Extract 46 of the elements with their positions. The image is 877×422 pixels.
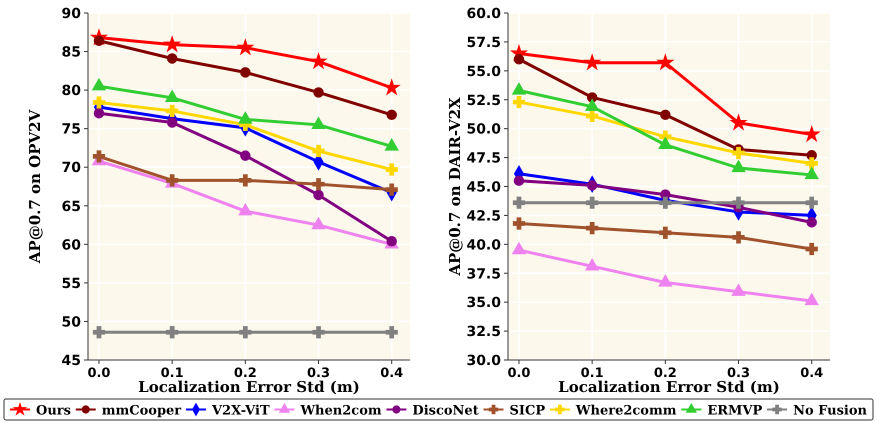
y-tick-label: 45.0 <box>466 180 502 196</box>
y-axis-title: AP@0.7 on OPV2V <box>26 109 44 264</box>
legend-label: ERMVP <box>707 404 762 418</box>
y-tick-label: 50 <box>62 314 82 330</box>
y-tick-label: 65 <box>62 198 81 215</box>
x-tick-label: 0.0 <box>507 366 530 381</box>
y-tick-label: 80 <box>62 83 82 100</box>
x-axis-title: Localization Error Std (m) <box>138 378 360 396</box>
legend-label: V2X-ViT <box>210 404 270 418</box>
x-tick-label: 0.1 <box>160 366 184 381</box>
y-tick-label: 60.0 <box>466 6 502 22</box>
x-tick-label: 0.3 <box>727 366 750 381</box>
x-tick-label: 0.4 <box>800 366 824 381</box>
y-tick-label: 40.0 <box>466 237 502 254</box>
y-tick-label: 60 <box>62 237 82 254</box>
y-tick-label: 52.5 <box>466 92 501 109</box>
legend-label: No Fusion <box>793 404 868 418</box>
y-tick-label: 55.0 <box>466 64 502 80</box>
y-tick-label: 90 <box>62 6 82 22</box>
y-tick-label: 30.0 <box>466 353 502 369</box>
y-tick-label: 47.5 <box>466 150 501 167</box>
x-tick-label: 0.3 <box>307 366 330 381</box>
x-tick-label: 0.2 <box>654 366 677 381</box>
legend-label: mmCooper <box>102 404 182 418</box>
x-tick-label: 0.0 <box>87 366 110 381</box>
y-tick-label: 50.0 <box>466 122 502 138</box>
y-tick-label: 37.5 <box>466 266 501 282</box>
legend-label: SICP <box>510 404 546 418</box>
x-tick-label: 0.4 <box>380 366 404 381</box>
y-axis-title: AP@0.7 on DAIR-V2X <box>446 96 464 277</box>
y-tick-label: 35.0 <box>466 295 502 312</box>
legend-label: Ours <box>36 404 71 418</box>
y-tick-label: 85 <box>62 44 81 61</box>
y-tick-label: 75 <box>62 122 81 138</box>
legend-label: Where2comm <box>574 404 677 418</box>
y-tick-label: 42.5 <box>466 208 501 224</box>
y-tick-label: 57.5 <box>466 34 501 51</box>
x-axis-title: Localization Error Std (m) <box>558 378 780 396</box>
y-tick-label: 55 <box>62 276 81 292</box>
x-tick-label: 0.1 <box>580 366 604 381</box>
y-tick-label: 70 <box>62 160 82 176</box>
legend-label: DiscoNet <box>412 404 479 418</box>
x-tick-label: 0.2 <box>234 366 257 381</box>
legend-label: When2com <box>299 404 382 418</box>
y-tick-label: 45 <box>62 353 81 369</box>
y-tick-label: 32.5 <box>466 324 501 340</box>
